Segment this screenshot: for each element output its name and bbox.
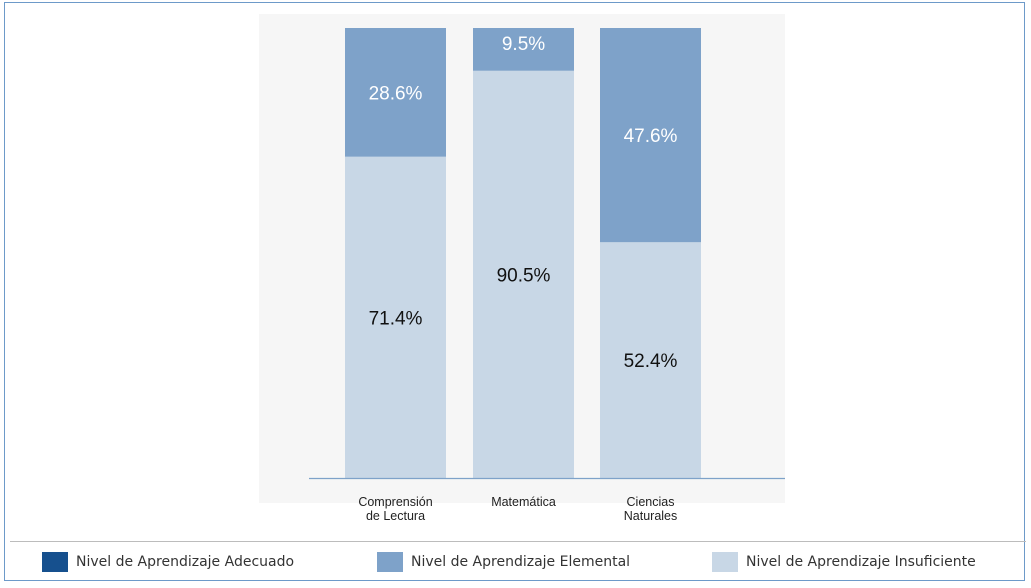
bar-elemental-1 — [473, 28, 574, 71]
legend-item-adecuado: Nivel de Aprendizaje Adecuado — [42, 552, 294, 572]
category-label-1-0: Matemática — [491, 495, 556, 509]
legend-swatch-elemental — [377, 552, 403, 572]
legend: Nivel de Aprendizaje Adecuado Nivel de A… — [10, 541, 1026, 582]
data-label-insuficiente-2: 52.4% — [624, 351, 678, 372]
legend-label-insuficiente: Nivel de Aprendizaje Insuficiente — [746, 554, 976, 570]
legend-item-elemental: Nivel de Aprendizaje Elemental — [377, 552, 630, 572]
plot-area: 71.4% 28.6% Comprensión de Lectura 90.5% 9.5%… — [259, 14, 785, 523]
category-label-2-1: Naturales — [624, 509, 678, 523]
legend-swatch-insuficiente — [712, 552, 738, 572]
category-label-0-0: Comprensión — [358, 495, 432, 509]
category-label-2-0: Ciencias — [627, 495, 675, 509]
chart-frame — [4, 2, 1025, 581]
category-label-0-1: de Lectura — [366, 509, 425, 523]
legend-label-elemental: Nivel de Aprendizaje Elemental — [411, 554, 631, 570]
data-label-elemental-2: 47.6% — [624, 126, 678, 147]
bar-elemental-2 — [600, 28, 701, 243]
bar-elemental-0 — [345, 28, 446, 157]
data-label-insuficiente-0: 71.4% — [369, 308, 423, 329]
bar-insuficiente-2 — [600, 242, 701, 478]
legend-label-adecuado: Nivel de Aprendizaje Adecuado — [76, 554, 295, 570]
legend-swatch-adecuado — [42, 552, 68, 572]
data-label-insuficiente-1: 90.5% — [497, 265, 551, 286]
bar-insuficiente-1 — [473, 70, 574, 478]
data-label-elemental-1: 9.5% — [502, 34, 545, 55]
data-label-elemental-0: 28.6% — [369, 83, 423, 104]
legend-item-insuficiente: Nivel de Aprendizaje Insuficiente — [712, 552, 976, 572]
bar-insuficiente-0 — [345, 156, 446, 478]
